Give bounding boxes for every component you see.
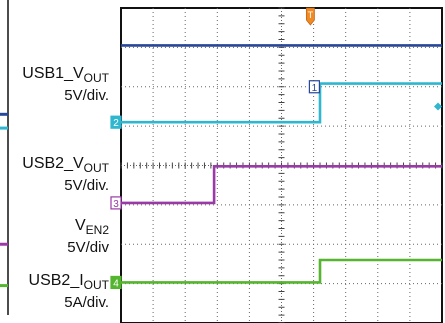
ch1-scale: 5V/div. <box>64 87 109 104</box>
trigger-marker-text: T <box>308 10 314 20</box>
ch3-name: USB2_VOUT <box>22 155 109 175</box>
ch4-label: USB2_IOUT 5A/div. <box>29 272 109 311</box>
channel-marker-text: 3 <box>113 199 119 210</box>
trace-ch2 <box>121 82 442 124</box>
channel-marker-box <box>110 196 122 210</box>
channel-marker-text: 1 <box>312 83 318 94</box>
trigger-position-marker <box>305 7 315 26</box>
channel-marker-3: 3 <box>110 196 122 210</box>
en2-label: VEN2 5V/div <box>67 217 109 256</box>
ch3-scale: 5V/div. <box>64 177 109 194</box>
channel-marker-text: 2 <box>113 118 119 129</box>
trace-ch3 <box>121 165 442 205</box>
ch4-name: USB2_IOUT <box>28 272 109 292</box>
channel-marker-box <box>110 275 122 290</box>
ch1-name: USB1_VOUT <box>22 65 109 85</box>
channel-marker-box <box>110 115 122 129</box>
en2-scale: 5V/div <box>67 239 109 256</box>
channel-marker-2: 2 <box>110 115 122 129</box>
trigger-level-marker <box>434 102 442 111</box>
channel-marker-1: 1 <box>308 80 320 94</box>
en2-name: VEN2 <box>74 217 109 237</box>
ch3-label: USB2_VOUT 5V/div. <box>22 155 109 194</box>
trace-ch4 <box>121 258 442 284</box>
ch4-scale: 5A/div. <box>64 294 109 311</box>
channel-marker-4: 4 <box>110 275 122 290</box>
ch1-label: USB1_VOUT 5V/div. <box>22 65 109 104</box>
channel-marker-box <box>308 80 320 94</box>
channel-marker-text: 4 <box>113 278 119 289</box>
